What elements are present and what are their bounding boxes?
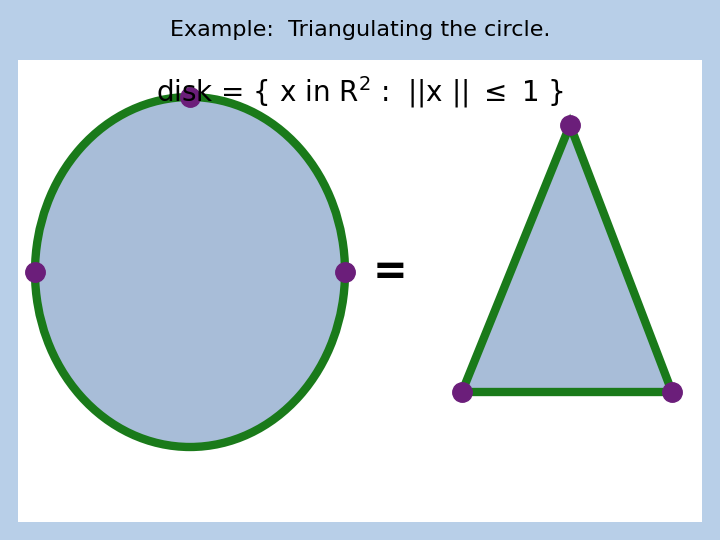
FancyBboxPatch shape bbox=[18, 60, 702, 522]
Text: disk = { x in R$^{2}$ :  ||x || $\leq$ 1 }: disk = { x in R$^{2}$ : ||x || $\leq$ 1 … bbox=[156, 74, 564, 110]
Ellipse shape bbox=[35, 97, 345, 447]
Text: =: = bbox=[373, 251, 408, 293]
Polygon shape bbox=[462, 125, 672, 392]
Text: Example:  Triangulating the circle.: Example: Triangulating the circle. bbox=[170, 20, 550, 40]
